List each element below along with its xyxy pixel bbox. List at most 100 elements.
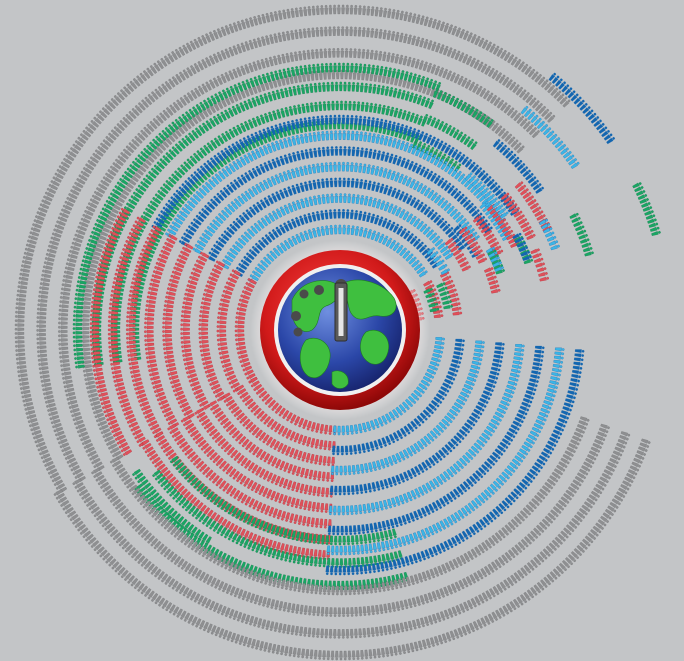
person-figure-icon — [525, 124, 534, 133]
person-figure-icon — [300, 84, 305, 95]
person-figure-icon — [455, 27, 461, 37]
person-figure-icon — [120, 207, 130, 215]
person-figure-icon — [48, 184, 58, 191]
person-figure-icon — [113, 378, 124, 383]
person-figure-icon — [226, 184, 234, 194]
person-figure-icon — [49, 472, 60, 479]
person-figure-icon — [331, 100, 335, 111]
person-figure-icon — [384, 86, 389, 96]
person-figure-icon — [410, 128, 417, 138]
person-figure-icon — [290, 30, 295, 40]
person-figure-icon — [228, 23, 235, 34]
person-figure-icon — [372, 197, 377, 208]
person-figure-icon — [329, 565, 334, 576]
person-figure-icon — [186, 284, 197, 290]
person-figure-icon — [296, 151, 301, 161]
person-figure-icon — [355, 178, 359, 189]
person-figure-icon — [331, 456, 335, 467]
person-figure-icon — [412, 93, 418, 104]
person-figure-icon — [222, 89, 229, 99]
person-figure-icon — [362, 5, 366, 16]
person-figure-icon — [91, 300, 101, 305]
person-figure-icon — [232, 126, 239, 136]
person-figure-icon — [375, 481, 381, 491]
person-figure-icon — [407, 72, 413, 82]
person-figure-icon — [168, 375, 179, 380]
person-figure-icon — [456, 193, 465, 202]
person-figure-icon — [316, 163, 320, 173]
person-figure-icon — [268, 111, 274, 122]
person-figure-icon — [274, 124, 280, 134]
person-figure-icon — [486, 119, 494, 128]
person-figure-icon — [89, 397, 99, 402]
person-figure-icon — [395, 139, 401, 149]
person-figure-icon — [338, 565, 342, 576]
person-figure-icon — [392, 88, 398, 98]
person-figure-icon — [328, 425, 333, 435]
person-figure-icon — [332, 48, 336, 58]
person-figure-icon — [128, 294, 139, 299]
person-figure-icon — [423, 206, 431, 216]
person-figure-icon — [335, 465, 339, 476]
person-figure-icon — [209, 31, 215, 41]
person-figure-icon — [160, 186, 169, 195]
person-figure-icon — [65, 392, 76, 397]
person-figure-icon — [81, 259, 92, 265]
person-figure-icon — [432, 88, 439, 98]
person-figure-icon — [554, 347, 565, 352]
hour-marker — [314, 285, 324, 295]
person-figure-icon — [567, 390, 577, 395]
person-figure-icon — [491, 70, 499, 80]
person-figure-icon — [215, 216, 224, 225]
person-figure-icon — [584, 251, 594, 257]
person-figure-icon — [158, 213, 167, 221]
person-figure-icon — [440, 200, 448, 209]
person-figure-icon — [219, 302, 229, 308]
person-figure-icon — [216, 192, 225, 202]
person-figure-icon — [66, 258, 77, 263]
person-figure-icon — [407, 143, 413, 154]
person-figure-icon — [355, 484, 360, 495]
person-figure-icon — [297, 582, 302, 593]
person-figure-icon — [31, 430, 42, 436]
person-figure-icon — [162, 110, 171, 119]
person-figure-icon — [125, 240, 135, 246]
person-figure-icon — [194, 88, 201, 97]
person-figure-icon — [264, 215, 272, 225]
person-figure-icon — [513, 142, 522, 151]
person-figure-icon — [23, 402, 34, 407]
person-figure-icon — [84, 210, 94, 216]
person-figure-icon — [199, 400, 209, 407]
person-figure-icon — [301, 451, 307, 462]
person-figure-icon — [201, 59, 208, 69]
person-figure-icon — [98, 263, 108, 268]
person-figure-icon — [228, 163, 236, 173]
person-figure-icon — [209, 380, 219, 386]
person-figure-icon — [123, 86, 132, 95]
person-figure-icon — [287, 602, 292, 613]
person-figure-icon — [511, 364, 522, 369]
person-figure-icon — [279, 224, 286, 234]
person-figure-icon — [257, 15, 262, 25]
person-figure-icon — [418, 244, 427, 253]
person-figure-icon — [240, 65, 246, 76]
person-figure-icon — [283, 222, 290, 232]
person-figure-icon — [327, 440, 332, 451]
person-figure-icon — [156, 161, 165, 170]
person-figure-icon — [328, 26, 332, 36]
person-figure-icon — [58, 325, 68, 330]
person-figure-icon — [325, 487, 329, 498]
person-figure-icon — [324, 209, 329, 220]
person-figure-icon — [302, 435, 308, 446]
person-figure-icon — [136, 216, 146, 224]
person-figure-icon — [170, 274, 181, 280]
person-figure-icon — [507, 136, 516, 145]
person-figure-icon — [75, 140, 84, 148]
person-figure-icon — [347, 650, 352, 661]
person-figure-icon — [68, 461, 78, 468]
person-figure-icon — [184, 204, 193, 212]
person-figure-icon — [38, 207, 48, 213]
person-figure-icon — [534, 349, 545, 354]
person-figure-icon — [42, 457, 52, 463]
person-figure-icon — [304, 181, 309, 192]
